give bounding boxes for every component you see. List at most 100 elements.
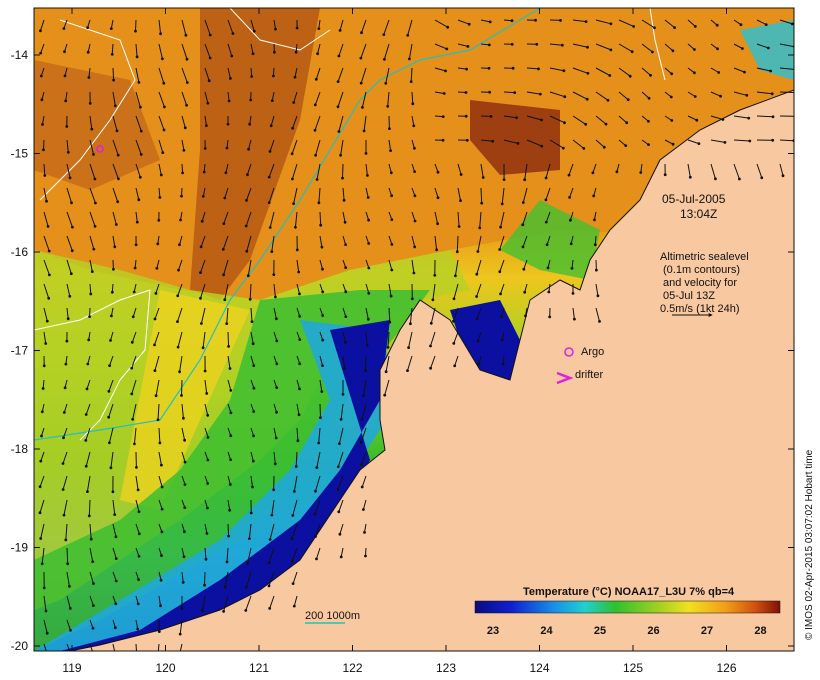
velocity-vector-head [252, 410, 256, 413]
velocity-vector [409, 307, 413, 324]
velocity-vector [340, 403, 344, 420]
velocity-vector [549, 43, 563, 46]
velocity-vector-head [739, 23, 743, 27]
velocity-vector [383, 43, 390, 60]
velocity-vector [66, 139, 69, 153]
velocity-vector-head [781, 174, 785, 178]
velocity-vector [181, 139, 185, 151]
velocity-vector [270, 115, 275, 126]
lat-tick-label: -18 [11, 442, 29, 456]
colorbar-tick-label: 23 [487, 625, 499, 637]
velocity-vector [388, 163, 392, 173]
velocity-vector [226, 547, 229, 563]
velocity-vector-head [388, 320, 392, 324]
velocity-vector-head [227, 534, 231, 538]
velocity-vector-head [364, 152, 368, 155]
velocity-vector-head [177, 658, 180, 661]
velocity-vector-head [46, 225, 50, 228]
velocity-vector [687, 91, 696, 97]
colorbar-ticks: 23 24 25 26 27 28 [487, 625, 767, 637]
velocity-vector-head [291, 514, 295, 517]
velocity-vector-head [39, 74, 43, 78]
velocity-vector-head [390, 268, 394, 272]
velocity-vector [733, 91, 747, 96]
velocity-vector [434, 91, 445, 94]
velocity-vector-head [183, 506, 187, 509]
velocity-vector-head [339, 153, 342, 157]
velocity-vector-head [245, 199, 248, 202]
velocity-vector-head [223, 298, 227, 302]
altimetry-line-4: 05-Jul 13Z [663, 290, 715, 302]
velocity-vector-head [206, 482, 210, 485]
velocity-vector [363, 379, 367, 396]
velocity-vector-head [46, 654, 49, 657]
velocity-vector [522, 211, 528, 225]
velocity-vector-head [229, 77, 232, 80]
velocity-vector [223, 211, 229, 224]
velocity-vector-head [248, 297, 252, 301]
velocity-vector-head [314, 489, 317, 493]
velocity-vector-head [246, 562, 250, 565]
velocity-vector [365, 331, 368, 346]
velocity-vector-head [183, 483, 187, 486]
velocity-vector [89, 571, 94, 584]
velocity-vector-head [68, 607, 72, 610]
velocity-vector-head [714, 177, 717, 181]
velocity-vector [664, 67, 673, 75]
velocity-vector-head [344, 290, 348, 294]
velocity-vector [85, 427, 91, 441]
velocity-vector-head [177, 268, 180, 272]
velocity-vector-head [292, 490, 296, 493]
velocity-vector [618, 43, 633, 53]
velocity-vector [158, 187, 161, 198]
velocity-vector-head [336, 105, 340, 109]
velocity-vector-head [87, 76, 91, 79]
velocity-vector-head [794, 68, 797, 71]
velocity-vector-head [293, 75, 297, 79]
velocity-vector [65, 523, 68, 540]
velocity-vector-head [94, 201, 97, 205]
velocity-vector-head [275, 317, 278, 321]
velocity-vector-head [498, 270, 502, 274]
velocity-vector [43, 595, 47, 612]
velocity-vector-head [290, 559, 294, 563]
velocity-vector-head [252, 364, 256, 367]
velocity-vector [295, 451, 298, 467]
velocity-vector-head [268, 226, 272, 229]
velocity-vector [411, 235, 416, 248]
velocity-vector-head [336, 488, 340, 491]
velocity-vector [361, 475, 367, 488]
velocity-vector [476, 307, 482, 319]
velocity-vector-head [339, 555, 343, 559]
velocity-vector-head [298, 314, 302, 318]
velocity-vector-head [90, 270, 94, 273]
velocity-vector [179, 355, 183, 372]
velocity-vector [132, 403, 137, 420]
velocity-vector-head [63, 74, 67, 78]
velocity-vector-head [388, 127, 391, 130]
velocity-vector [269, 595, 275, 609]
velocity-vector [756, 19, 767, 26]
velocity-vector [200, 283, 206, 299]
velocity-vector [523, 259, 528, 270]
velocity-vector-head [459, 199, 462, 203]
velocity-vector [318, 427, 321, 444]
velocity-vector [640, 163, 643, 173]
velocity-vector [111, 43, 114, 55]
velocity-vector-head [413, 245, 417, 249]
velocity-vector-head [137, 532, 141, 536]
velocity-vector-head [563, 121, 566, 125]
velocity-vector-head [40, 410, 44, 414]
velocity-vector [410, 67, 413, 82]
velocity-vector [315, 139, 321, 156]
velocity-vector-head [500, 315, 503, 318]
velocity-vector-head [206, 506, 209, 510]
velocity-vector [40, 67, 45, 77]
velocity-vector-head [70, 249, 74, 253]
velocity-vector-head [292, 202, 295, 206]
velocity-vector [89, 163, 96, 180]
velocity-vector-head [390, 218, 394, 222]
velocity-vector [296, 283, 300, 295]
velocity-vector [89, 523, 92, 540]
velocity-vector [572, 115, 586, 125]
